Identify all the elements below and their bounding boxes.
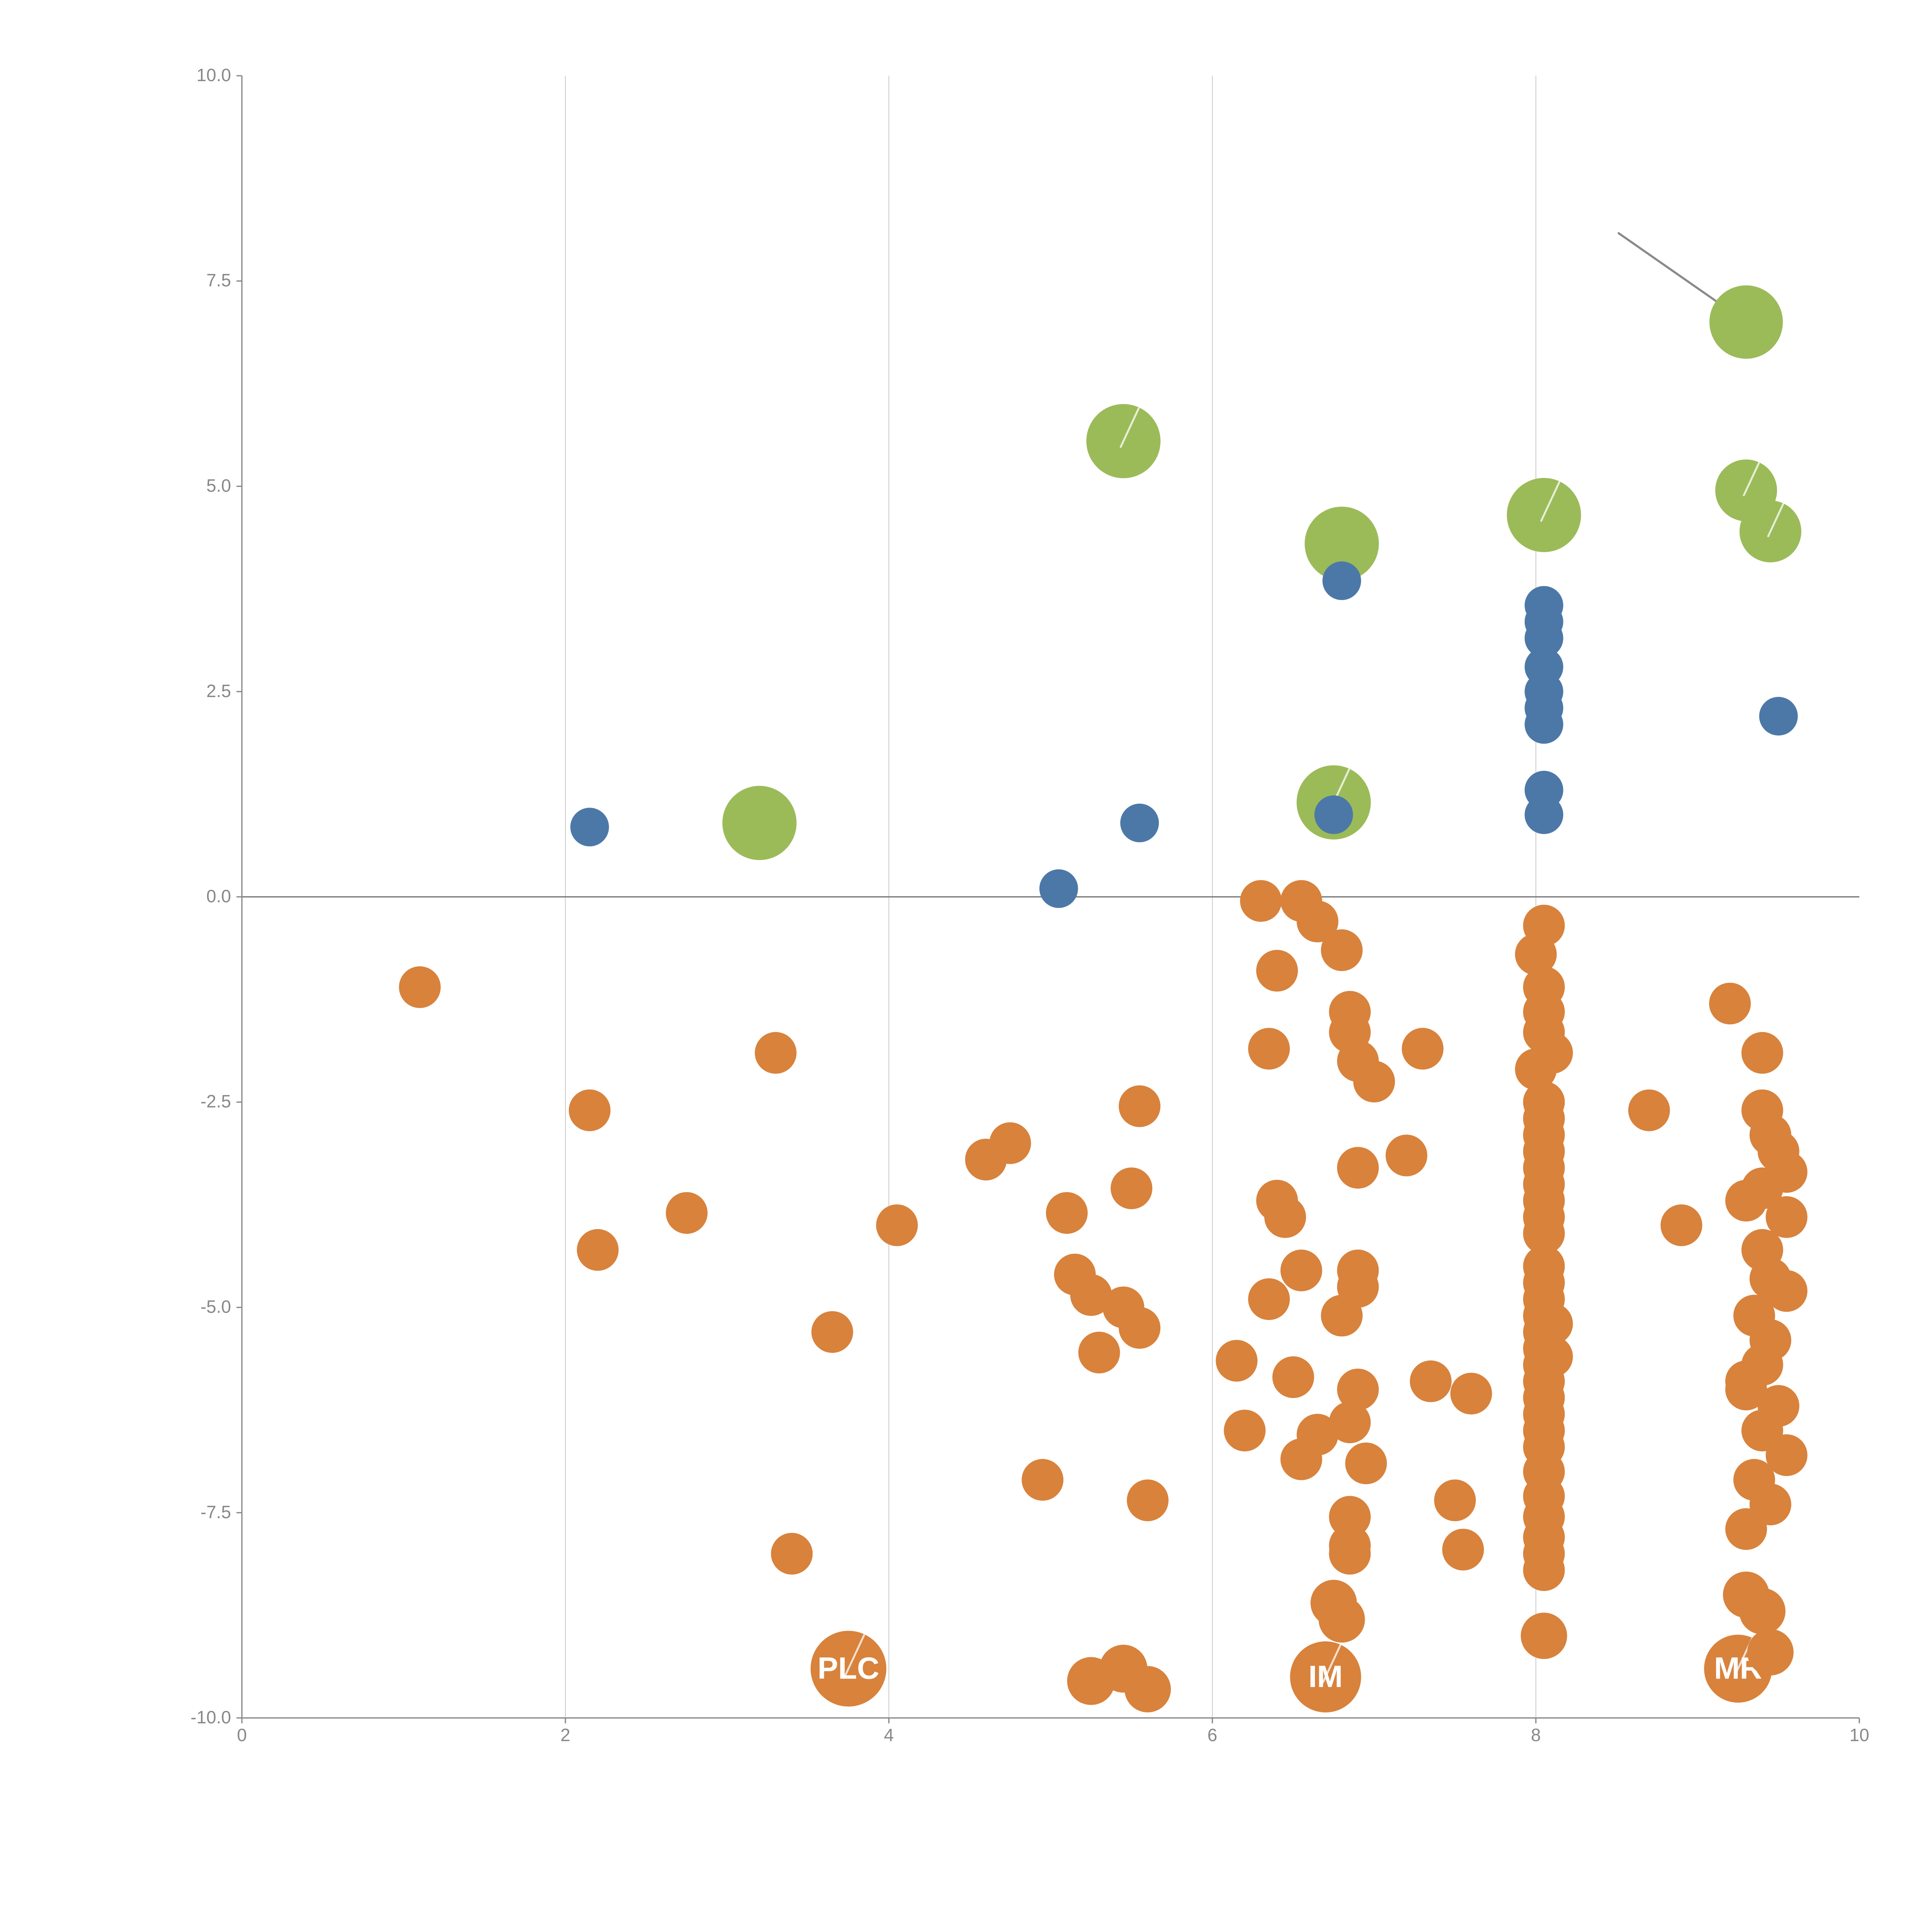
svg-text:-5.0: -5.0 (201, 1297, 231, 1317)
svg-text:IM: IM (1308, 1659, 1343, 1694)
svg-text:10.0: 10.0 (196, 65, 231, 85)
svg-text:2: 2 (560, 1725, 570, 1745)
svg-text:0.0: 0.0 (206, 886, 231, 906)
svg-text:-7.5: -7.5 (201, 1502, 231, 1522)
svg-text:8: 8 (1531, 1725, 1541, 1745)
svg-text:2.5: 2.5 (206, 681, 231, 701)
svg-text:6: 6 (1208, 1725, 1218, 1745)
svg-text:-10.0: -10.0 (190, 1707, 231, 1727)
svg-text:PLC: PLC (818, 1651, 879, 1685)
svg-text:4: 4 (884, 1725, 894, 1745)
svg-text:-2.5: -2.5 (201, 1091, 231, 1111)
svg-text:5.0: 5.0 (206, 476, 231, 496)
svg-text:7.5: 7.5 (206, 270, 231, 290)
svg-text:10: 10 (1849, 1725, 1869, 1745)
svg-text:0: 0 (237, 1725, 247, 1745)
